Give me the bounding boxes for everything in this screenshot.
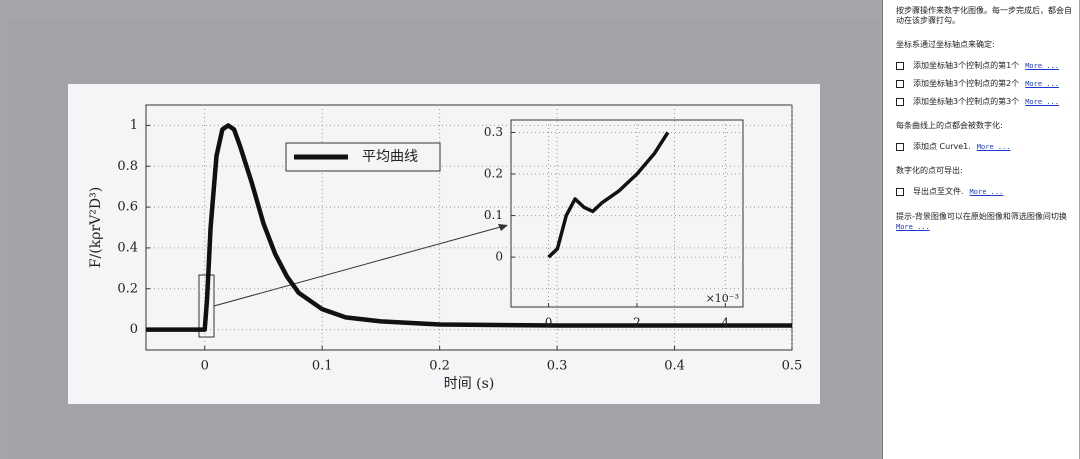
checklist-item: 添加坐标轴3个控制点的第2个 More ... [896,78,1075,89]
more-link[interactable]: More ... [1025,61,1059,70]
intro: 按步骤操作来数字化图像。每一步完成后，都会自动在该步骤打勾。 [896,6,1072,25]
tip-text: 提示-背景图像可以在原始图像和筛选图像间切换 [896,212,1067,221]
item-text: 添加坐标轴3个控制点的第3个 [913,97,1020,106]
y-tick-label: 1 [130,118,138,133]
x-tick-label: 0.3 [547,359,568,374]
more-link[interactable]: More ... [896,223,930,231]
checkbox [896,142,904,151]
checklist-item: 添加坐标轴3个控制点的第3个 More ... [896,96,1075,107]
checklist-item: 导出点至文件. More ... [896,186,1075,197]
checkbox [896,187,904,196]
legend-label: 平均曲线 [362,149,418,165]
y-tick-label: 0.6 [117,200,138,215]
y-tick-label: 0.2 [484,167,503,181]
x-tick-label: 0.4 [664,359,685,374]
y-tick-label: 0 [130,322,138,337]
x-tick-label: 0.2 [429,359,450,374]
canvas: 0 0.2 0.4 0.6 0.8 1 0 0.1 0.2 0.3 0.4 0.5 时间 (s) F/(k… [68,84,820,404]
x-tick-label: 2 [633,316,641,330]
y-tick-label: 0.3 [484,125,503,139]
x-exponent: ×10⁻³ [706,292,739,305]
y-tick-label: 0.1 [484,208,503,222]
section-heading: 坐标系通过坐标轴点来确定: [896,40,995,49]
more-link[interactable]: More ... [1025,97,1059,106]
x-tick-label: 4 [722,316,730,330]
tip: 提示-背景图像可以在原始图像和筛选图像间切换 More ... [896,211,1075,231]
item-text: 添加坐标轴3个控制点的第1个 [913,61,1020,70]
x-axis-label: 时间 (s) [444,376,495,392]
item-text: 导出点至文件. [913,187,964,196]
mean-curve [547,131,670,259]
y-tick-label: 0.8 [117,159,138,174]
mean-curve [146,123,792,332]
y-tick-label: 0.4 [117,240,138,255]
section-heading: 数字化的点可导出: [896,166,963,175]
y-axis-label: F/(kρrV²D³) [88,187,104,268]
y-tick-label: 0.2 [117,281,138,296]
section: 每条曲线上的点都会被数字化: 添加点 Curve1. More ... [896,121,1075,152]
more-link[interactable]: More ... [976,142,1011,151]
checkbox [896,61,904,70]
more-link[interactable]: More ... [969,187,1004,196]
plot-frame [145,104,793,351]
x-tick-label: 0 [545,316,553,330]
arrow-head [498,224,508,231]
section-heading: 每条曲线上的点都会被数字化: [896,121,1003,130]
y-tick-label: 0 [495,250,503,264]
x-tick-label: 0.1 [312,359,333,374]
checkbox [896,79,904,88]
checkbox [896,97,904,106]
item-text: 添加点 Curve1. [913,142,971,151]
section: 坐标系通过坐标轴点来确定: 添加坐标轴3个控制点的第1个 More ... 添加坐标轴… [896,40,1075,107]
checklist-item: 添加坐标轴3个控制点的第1个 More ... [896,60,1075,71]
checklist-panel: 按步骤操作来数字化图像。每一步完成后，都会自动在该步骤打勾。坐标系通过坐标轴点来… [882,0,1079,459]
section: 数字化的点可导出: 导出点至文件. More ... [896,166,1075,197]
x-tick-label: 0 [201,359,209,374]
more-link[interactable]: More ... [1025,79,1059,88]
inset-frame [510,119,744,308]
checklist-item: 添加点 Curve1. More ... [896,141,1075,152]
item-text: 添加坐标轴3个控制点的第2个 [913,79,1020,88]
x-tick-label: 0.5 [782,359,803,374]
arrow [213,225,505,307]
